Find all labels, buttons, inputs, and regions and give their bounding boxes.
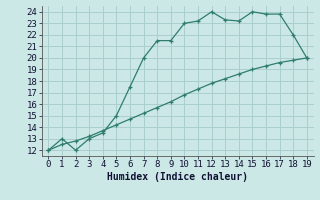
X-axis label: Humidex (Indice chaleur): Humidex (Indice chaleur) [107,172,248,182]
